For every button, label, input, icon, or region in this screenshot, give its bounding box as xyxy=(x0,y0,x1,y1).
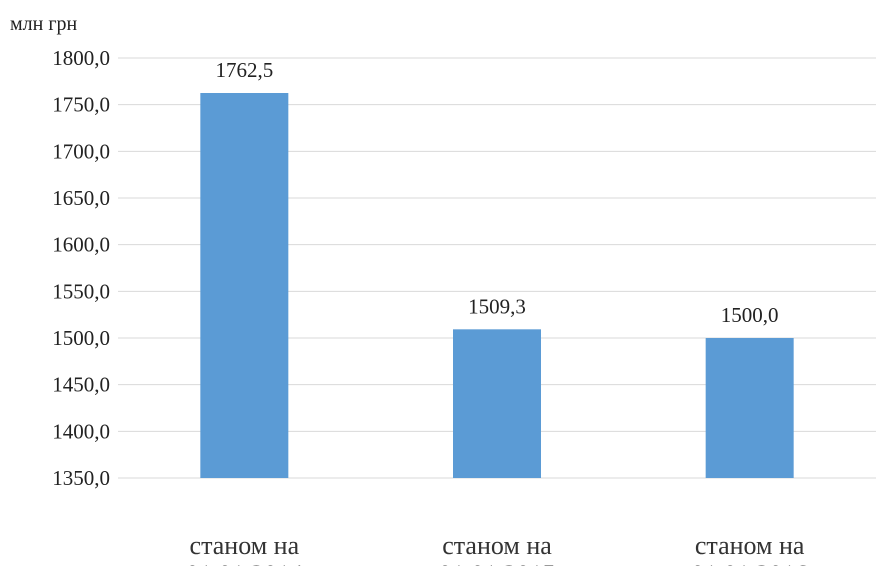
y-tick-label: 1600,0 xyxy=(52,233,110,257)
bar xyxy=(705,338,794,478)
category-label: станом на01.01.2015 xyxy=(439,531,556,566)
category-label-line: станом на xyxy=(695,531,805,560)
data-labels: 1762,5 1509,3 1500,0 xyxy=(215,58,778,327)
category-label-line: станом на xyxy=(190,531,300,560)
y-tick-label: 1800,0 xyxy=(52,46,110,70)
y-tick-label: 1500,0 xyxy=(52,326,110,350)
category-label-line: 01.01.2016 xyxy=(691,560,808,566)
data-label: 1500,0 xyxy=(721,303,779,327)
bar xyxy=(200,93,289,478)
y-tick-label: 1550,0 xyxy=(52,279,110,303)
category-label-line: 01.01.2014 xyxy=(186,560,303,566)
category-label-line: 01.01.2015 xyxy=(439,560,556,566)
bars xyxy=(200,93,794,478)
y-tick-label: 1750,0 xyxy=(52,93,110,117)
y-axis-unit-label: млн грн xyxy=(10,13,78,35)
y-axis-tick-labels: 1350,0 1400,0 1450,0 1500,0 1550,0 1600,0 1650… xyxy=(52,46,110,490)
bar xyxy=(453,329,541,478)
category-label-line: станом на xyxy=(442,531,552,560)
y-tick-label: 1450,0 xyxy=(52,373,110,397)
y-tick-label: 1400,0 xyxy=(52,419,110,443)
category-label: станом на01.01.2014 xyxy=(186,531,303,566)
x-axis-category-labels: станом на01.01.2014станом на01.01.2015ст… xyxy=(186,531,808,566)
category-label-text: станом на01.01.2014 xyxy=(186,531,303,566)
category-label-text: станом на01.01.2016 xyxy=(691,531,808,566)
category-label-text: станом на01.01.2015 xyxy=(439,531,556,566)
data-label: 1762,5 xyxy=(215,58,273,82)
y-tick-label: 1700,0 xyxy=(52,139,110,163)
category-label: станом на01.01.2016 xyxy=(691,531,808,566)
y-tick-label: 1350,0 xyxy=(52,466,110,490)
data-label: 1509,3 xyxy=(468,294,526,318)
y-tick-label: 1650,0 xyxy=(52,186,110,210)
